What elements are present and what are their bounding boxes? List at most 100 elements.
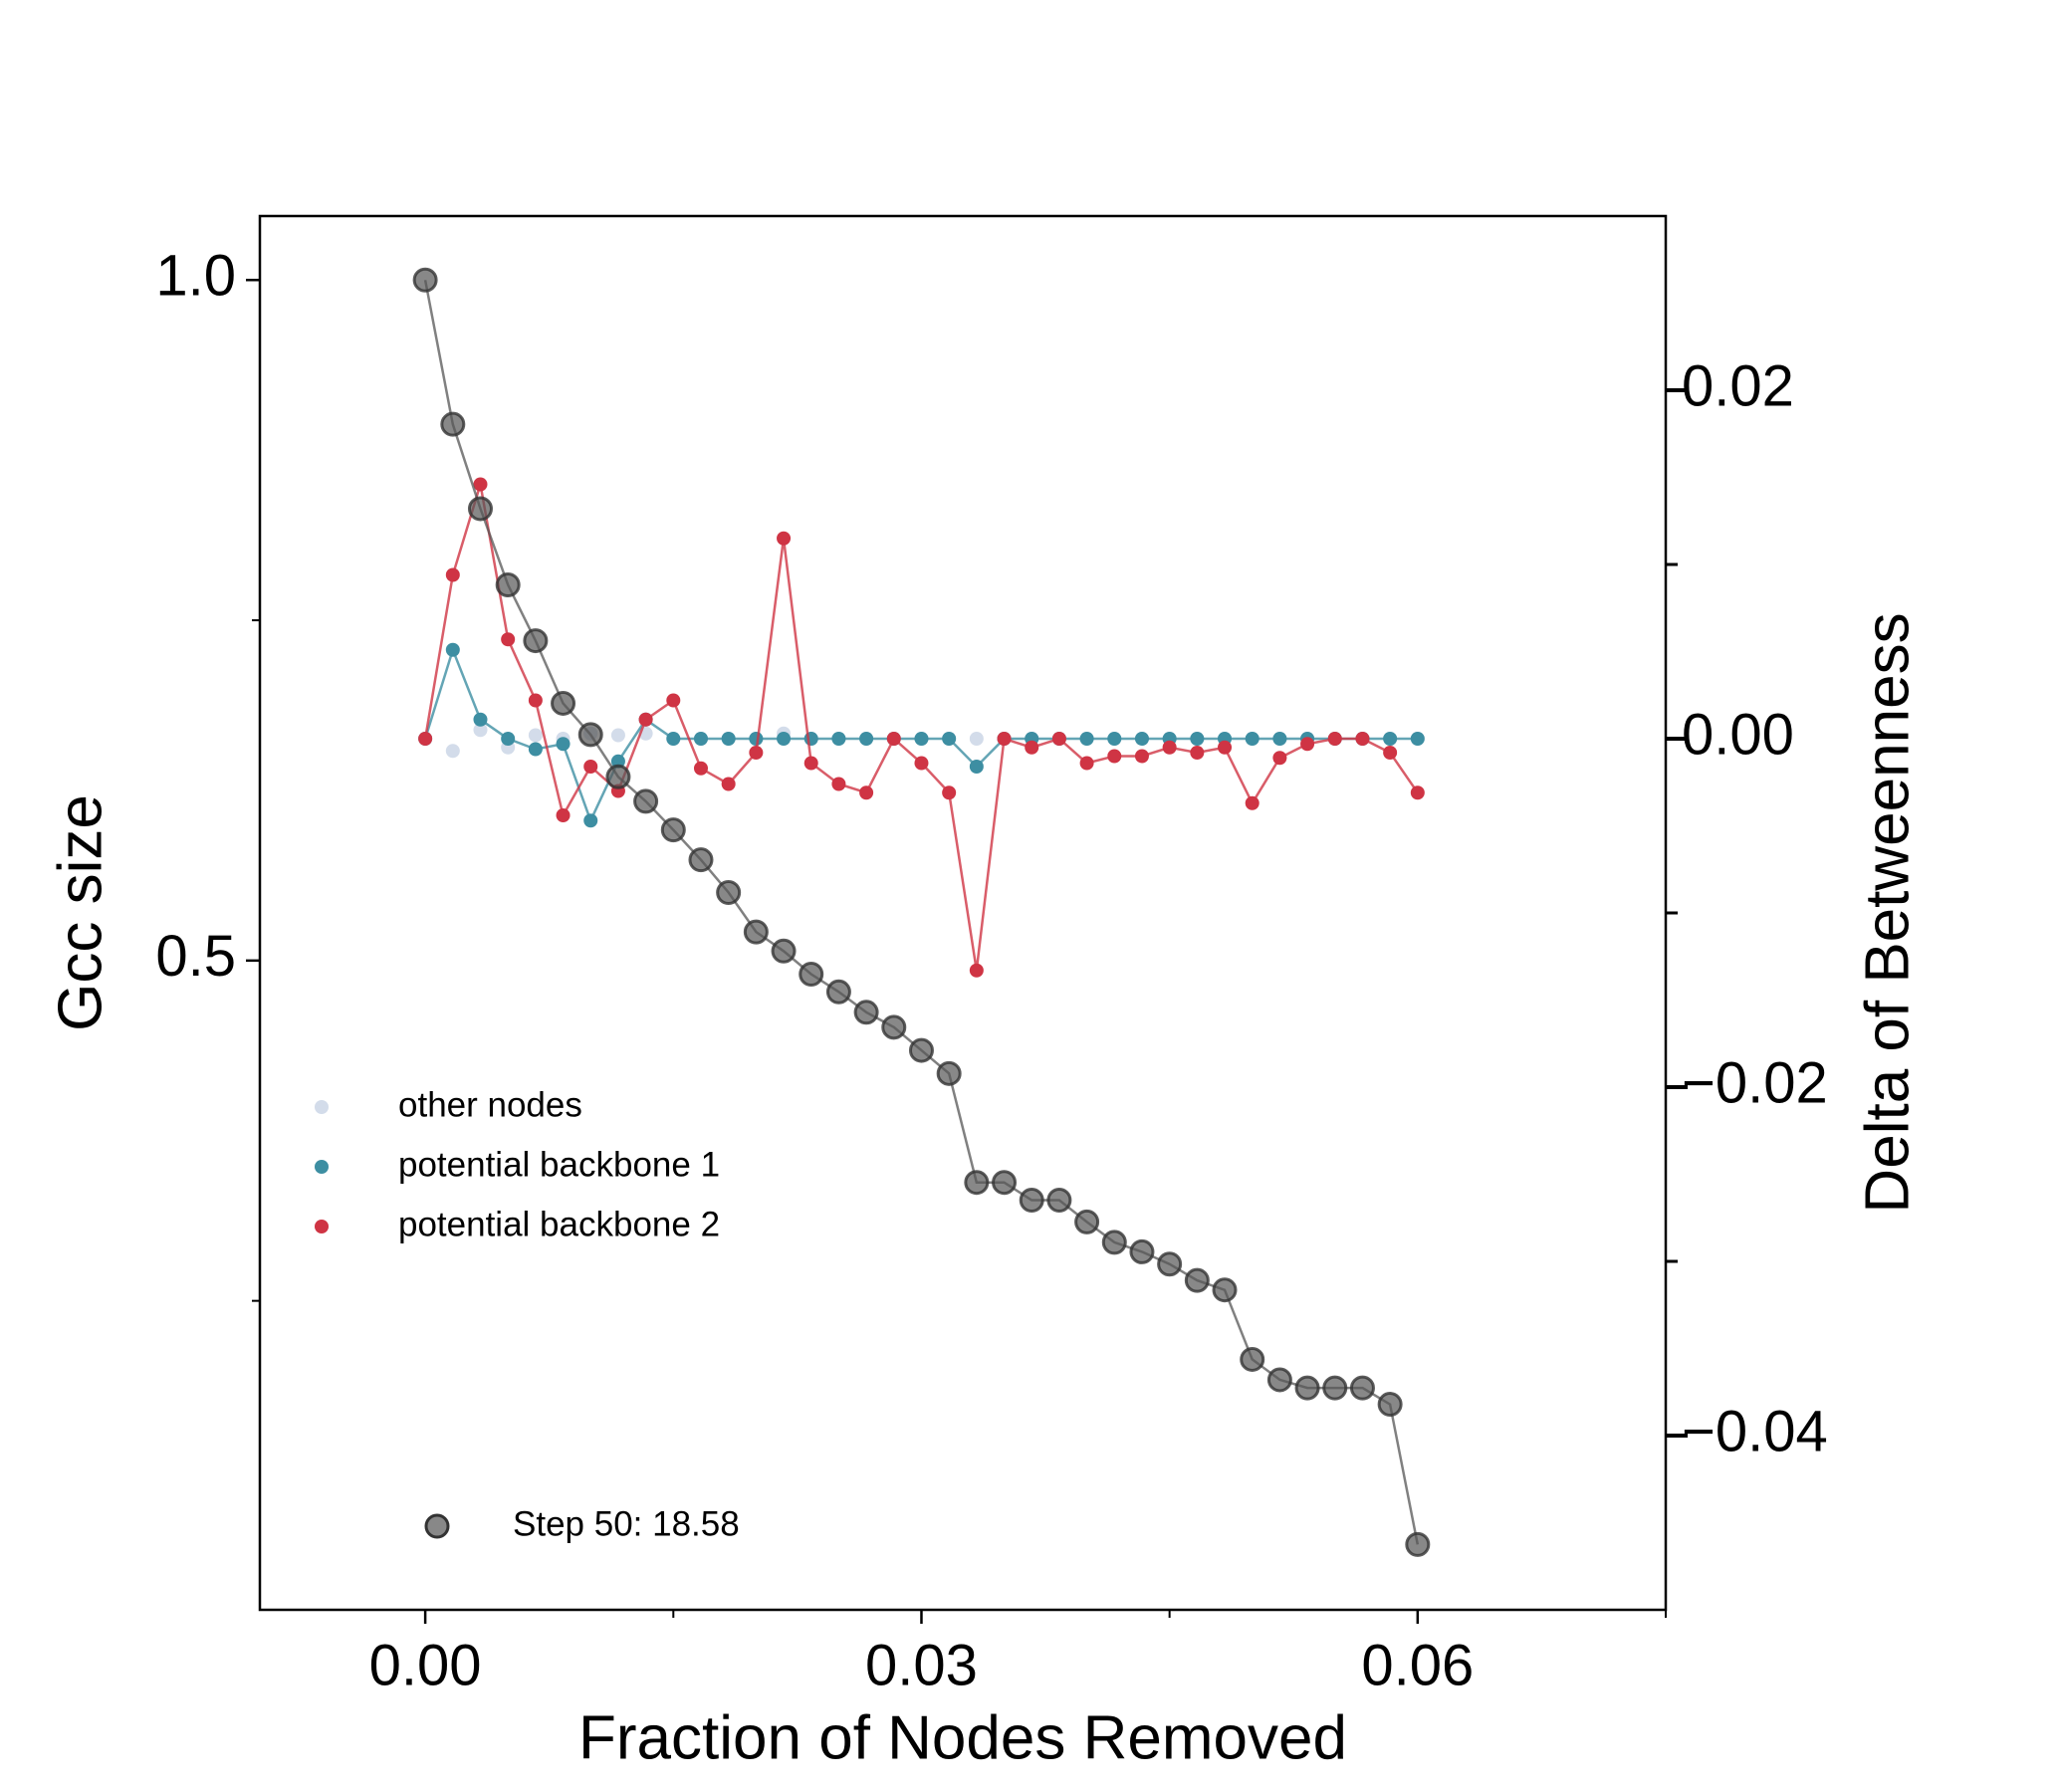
data-point: [1074, 1209, 1100, 1234]
data-point: [1245, 732, 1260, 746]
data-point: [473, 477, 488, 492]
data-point: [1134, 749, 1149, 764]
data-point: [445, 744, 460, 759]
x-tick-label: 0.03: [865, 1633, 978, 1697]
data-point: [523, 628, 549, 654]
data-point: [1300, 737, 1315, 752]
data-point: [803, 732, 818, 746]
data-point: [1101, 1230, 1127, 1255]
data-point: [1240, 1346, 1265, 1372]
data-point: [583, 760, 598, 774]
data-point: [666, 693, 681, 708]
data-point: [1212, 1277, 1238, 1303]
data-point: [771, 938, 797, 964]
data-point: [716, 879, 742, 905]
plot-frame: [258, 214, 1668, 1612]
data-point: [501, 632, 516, 647]
data-point: [688, 847, 714, 873]
y2-axis-label: Delta of Betweenness: [1853, 612, 1922, 1213]
data-point: [721, 777, 736, 791]
y-tick-label: 1.0: [155, 244, 236, 309]
data-point: [1019, 1187, 1044, 1213]
data-point: [605, 764, 631, 789]
data-point: [1046, 1187, 1072, 1213]
data-point: [964, 1170, 990, 1196]
x-tick-label: 0.00: [369, 1633, 482, 1697]
data-point: [914, 756, 929, 771]
data-point: [1190, 732, 1205, 746]
data-point: [1383, 746, 1398, 760]
data-point: [1266, 1367, 1292, 1393]
data-point: [1184, 1267, 1210, 1293]
data-point: [583, 813, 598, 828]
data-point: [886, 732, 901, 746]
data-point: [881, 1014, 907, 1040]
series-line: [423, 280, 1420, 1545]
data-point: [777, 732, 792, 746]
data-point: [1327, 732, 1342, 746]
data-point: [1051, 732, 1066, 746]
data-point: [942, 785, 957, 800]
data-point: [1218, 740, 1233, 755]
legend-label: Step 50: 18.58: [513, 1504, 740, 1543]
data-point: [859, 732, 874, 746]
data-point: [1107, 732, 1122, 746]
data-point: [942, 732, 957, 746]
legend-marker: [315, 1220, 329, 1233]
data-point: [693, 732, 708, 746]
data-point: [556, 808, 571, 822]
data-point: [908, 1037, 934, 1063]
data-point: [1134, 732, 1149, 746]
y2-tick-label: −0.04: [1682, 1399, 1828, 1463]
legend-marker: [315, 1160, 329, 1174]
data-point: [528, 693, 543, 708]
data-point: [473, 723, 488, 738]
legend-marker: [315, 1100, 329, 1114]
data-point: [467, 496, 493, 522]
data-point: [777, 531, 792, 546]
y2-tick-label: 0.02: [1682, 353, 1794, 418]
data-point: [577, 722, 603, 748]
data-point: [412, 267, 438, 293]
data-point: [1410, 732, 1425, 746]
x-axis-label: Fraction of Nodes Removed: [578, 1703, 1347, 1772]
data-point: [1157, 1251, 1183, 1277]
data-point: [969, 963, 984, 978]
data-point: [969, 760, 984, 774]
y-tick-label: 0.5: [155, 924, 236, 989]
data-point: [633, 788, 659, 814]
data-point: [501, 732, 516, 746]
y2-tick-label: 0.00: [1682, 702, 1794, 767]
data-point: [799, 962, 824, 988]
data-point: [551, 690, 576, 716]
data-point: [1355, 732, 1370, 746]
data-point: [440, 411, 466, 437]
data-point: [1245, 795, 1260, 810]
legend-label: potential backbone 2: [398, 1205, 720, 1243]
data-point: [721, 732, 736, 746]
legend-marker: [424, 1513, 450, 1539]
data-point: [693, 761, 708, 776]
data-point: [749, 746, 764, 760]
data-point: [803, 756, 818, 771]
data-point: [914, 732, 929, 746]
data-point: [556, 737, 571, 752]
data-point: [495, 572, 521, 598]
data-point: [743, 919, 769, 945]
data-point: [1272, 732, 1287, 746]
data-point: [638, 712, 653, 727]
data-point: [610, 728, 625, 743]
data-point: [1025, 740, 1039, 755]
data-point: [1190, 746, 1205, 760]
data-point: [1272, 751, 1287, 766]
data-point: [831, 732, 846, 746]
data-point: [473, 712, 488, 727]
data-point: [1383, 732, 1398, 746]
data-point: [859, 785, 874, 800]
data-point: [528, 742, 543, 757]
y2-tick-label: −0.02: [1682, 1050, 1828, 1115]
series-line: [423, 484, 1419, 971]
data-point: [1107, 749, 1122, 764]
